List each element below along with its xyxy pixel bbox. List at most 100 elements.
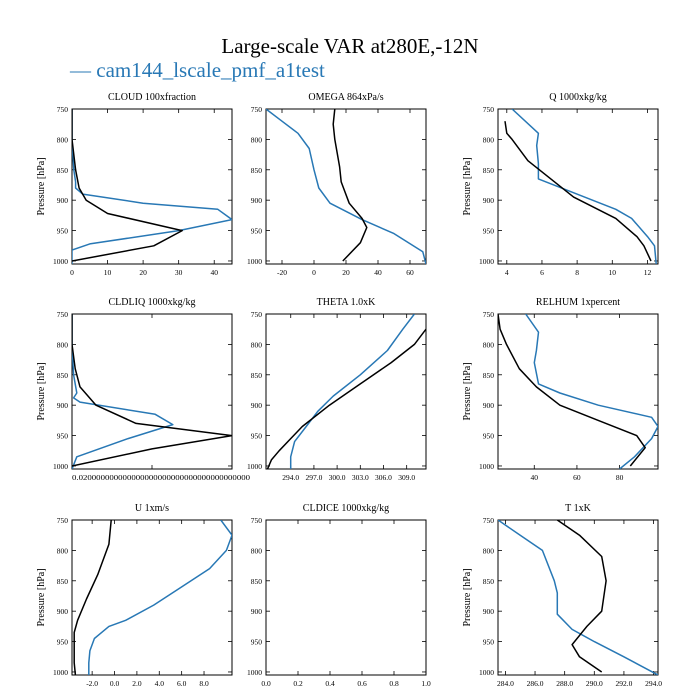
y-tick-label: 900 <box>251 196 263 205</box>
series-line-black <box>73 520 112 675</box>
y-tick-label: 950 <box>483 432 495 441</box>
x-tick-label: 284.0 <box>497 679 514 688</box>
x-tick-label: 4 <box>505 268 509 277</box>
y-tick-label: 850 <box>251 166 263 175</box>
y-tick-label: 1000 <box>247 668 262 677</box>
panel-title: U 1xm/s <box>135 503 169 514</box>
x-tick-label: 10 <box>609 268 617 277</box>
y-tick-label: 850 <box>57 371 69 380</box>
x-tick-label: 288.0 <box>556 679 573 688</box>
x-tick-label: 60 <box>573 473 581 482</box>
panel-0: CLOUD 100xfraction Pressure [hPa] 750 800 85… <box>36 92 233 277</box>
y-tick-label: 750 <box>57 310 69 319</box>
plot-frame <box>71 108 233 265</box>
panel-6: U 1xm/s Pressure [hPa] 750 800 850 900 950 1000… <box>36 503 233 688</box>
series-line-black <box>72 109 183 262</box>
y-tick-label: 800 <box>57 135 69 144</box>
y-tick-label: 750 <box>483 105 495 114</box>
y-axis-label: Pressure [hPa] <box>36 362 47 420</box>
y-tick-label: 800 <box>57 340 69 349</box>
panel-title: T 1xK <box>565 503 591 514</box>
y-tick-label: 1000 <box>53 462 68 471</box>
y-tick-label: 1000 <box>247 257 262 266</box>
x-tick-label: 20 <box>342 268 350 277</box>
x-tick-label: 40 <box>210 268 218 277</box>
y-tick-label: 850 <box>251 371 263 380</box>
series-line-black <box>504 121 652 262</box>
y-tick-label: 750 <box>251 105 263 114</box>
panel-title: RELHUM 1xpercent <box>536 297 620 308</box>
y-tick-label: 950 <box>57 432 69 441</box>
x-tick-label: 303.0 <box>352 473 369 482</box>
y-tick-label: 900 <box>483 401 495 410</box>
x-tick-label: 0.4 <box>325 679 335 688</box>
x-tick-label: 0 <box>312 268 316 277</box>
y-tick-label: 950 <box>251 227 263 236</box>
series-line-blue <box>72 109 232 264</box>
y-tick-label: 900 <box>251 607 263 616</box>
y-tick-label: 900 <box>57 401 69 410</box>
y-tick-label: 900 <box>57 196 69 205</box>
y-tick-label: 800 <box>251 340 263 349</box>
panel-5: RELHUM 1xpercent Pressure [hPa] 750 800 850 9… <box>462 297 659 482</box>
x-tick-label: 40 <box>374 268 382 277</box>
y-tick-label: 800 <box>251 135 263 144</box>
x-tick-label: 290.0 <box>586 679 603 688</box>
legend-label: cam144_lscale_pmf_a1test <box>96 58 325 82</box>
y-tick-label: 1000 <box>479 257 494 266</box>
x-tick-label: 292.0 <box>615 679 632 688</box>
y-tick-label: 850 <box>57 166 69 175</box>
plot-frame <box>497 313 659 470</box>
x-tick-label: 0.0 <box>110 679 120 688</box>
legend-marker: — <box>70 58 91 82</box>
y-tick-label: 750 <box>483 516 495 525</box>
y-axis-label: Pressure [hPa] <box>462 157 473 215</box>
x-tick-label: 0 <box>70 268 74 277</box>
series-line-blue <box>72 314 174 469</box>
x-tick-label: 8 <box>575 268 579 277</box>
panel-title: Q 1000xkg/kg <box>549 92 607 103</box>
series-line-black <box>498 314 646 467</box>
x-tick-label: 0.6 <box>357 679 367 688</box>
y-tick-label: 850 <box>57 577 69 586</box>
y-tick-label: 950 <box>251 638 263 647</box>
panel-title: CLOUD 100xfraction <box>108 92 196 103</box>
y-tick-label: 750 <box>251 516 263 525</box>
y-tick-label: 950 <box>483 227 495 236</box>
y-tick-label: 950 <box>483 638 495 647</box>
x-tick-label: 40 <box>531 473 539 482</box>
series-line-black <box>72 314 232 467</box>
plot-frame <box>71 519 233 676</box>
y-tick-label: 950 <box>251 432 263 441</box>
y-axis-label: Pressure [hPa] <box>36 568 47 626</box>
series-line-blue <box>289 314 415 469</box>
plot-frame <box>71 313 233 470</box>
x-tick-label: 294.0 <box>645 679 662 688</box>
plot-frame <box>265 313 427 470</box>
series-line-blue <box>511 109 657 264</box>
x-tick-label: 6 <box>540 268 544 277</box>
x-tick-label: 2.0 <box>132 679 142 688</box>
y-tick-label: 1000 <box>247 462 262 471</box>
panel-title: THETA 1.0xK <box>317 297 376 308</box>
y-tick-label: 900 <box>57 607 69 616</box>
plot-frame <box>497 108 659 265</box>
y-tick-label: 750 <box>483 310 495 319</box>
panel-4: THETA 1.0xK 750 800 850 900 950 1000 294.0 297.0… <box>247 297 427 482</box>
y-tick-label: 800 <box>483 546 495 555</box>
series-line-black <box>556 520 607 673</box>
y-tick-label: 800 <box>483 340 495 349</box>
plot-frame <box>265 519 427 676</box>
x-tick-label: 60 <box>406 268 414 277</box>
y-tick-label: 850 <box>483 166 495 175</box>
x-tick-label: 12 <box>644 268 652 277</box>
y-tick-label: 900 <box>483 196 495 205</box>
y-tick-label: 1000 <box>479 668 494 677</box>
x-tick-label: -20 <box>277 268 287 277</box>
x-tick-label: 4.0 <box>155 679 165 688</box>
y-tick-label: 850 <box>251 577 263 586</box>
x-tick-label: 294.0 <box>282 473 299 482</box>
x-tick-label: 309.0 <box>398 473 415 482</box>
panel-7: CLDICE 1000xkg/kg 750 800 850 900 950 1000 0.0 0… <box>247 503 431 688</box>
